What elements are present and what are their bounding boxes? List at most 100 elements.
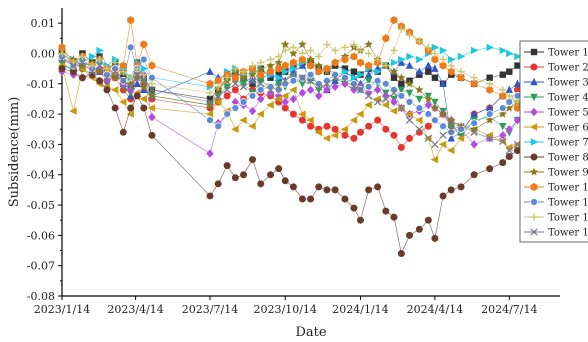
data-point	[470, 79, 478, 88]
data-point	[111, 68, 119, 76]
data-point	[356, 216, 364, 224]
data-point	[350, 74, 359, 82]
data-point	[282, 67, 290, 76]
data-point	[364, 49, 373, 58]
data-point	[499, 123, 507, 131]
data-point	[381, 79, 390, 88]
legend-label: Tower 13	[548, 228, 588, 239]
data-point	[364, 77, 373, 85]
data-point	[330, 131, 339, 140]
data-point	[424, 134, 433, 143]
data-point	[457, 73, 465, 82]
data-point	[415, 67, 424, 75]
data-point	[341, 67, 350, 76]
legend-marker	[530, 48, 538, 56]
data-point	[424, 61, 433, 69]
data-point	[374, 67, 382, 76]
data-point	[323, 186, 331, 194]
data-point	[424, 110, 433, 119]
data-point	[289, 58, 297, 67]
y-tick-label: 0.00	[31, 47, 56, 60]
series-10	[58, 16, 532, 119]
data-point	[306, 70, 315, 79]
series-8	[58, 65, 532, 258]
data-point	[323, 85, 331, 95]
data-point	[447, 115, 456, 124]
data-point	[119, 98, 127, 106]
data-point	[397, 25, 406, 33]
data-point	[340, 125, 349, 133]
data-point	[506, 68, 513, 75]
data-point	[431, 98, 439, 107]
data-point	[390, 46, 398, 55]
data-point	[470, 109, 478, 118]
legend-label: Tower 1	[548, 48, 588, 59]
data-point	[499, 137, 507, 146]
data-point	[381, 101, 390, 109]
data-point	[341, 195, 349, 203]
data-point	[289, 43, 298, 52]
data-point	[127, 83, 135, 91]
data-point	[431, 64, 439, 72]
legend-label: Tower 5	[548, 108, 588, 119]
data-point	[239, 80, 248, 88]
data-point	[485, 103, 494, 112]
data-point	[485, 80, 494, 88]
data-point	[231, 64, 240, 73]
data-point	[139, 95, 147, 103]
data-point	[248, 70, 257, 79]
data-point	[289, 110, 297, 118]
data-point	[373, 76, 382, 85]
data-point	[275, 165, 283, 173]
data-point	[331, 46, 339, 55]
data-point	[133, 92, 141, 100]
y-tick-label: -0.02	[27, 108, 55, 121]
data-point	[281, 39, 290, 48]
legend-label: Tower 7	[548, 138, 588, 149]
data-point	[447, 186, 455, 194]
data-point	[341, 43, 349, 52]
data-point	[257, 180, 265, 188]
data-point	[257, 58, 265, 67]
data-point	[148, 80, 156, 88]
data-point	[447, 134, 455, 142]
data-point	[389, 67, 399, 76]
data-point	[470, 46, 479, 55]
data-point	[424, 122, 432, 130]
data-point	[390, 213, 398, 221]
series-12	[58, 25, 532, 112]
data-point	[298, 55, 306, 64]
data-point	[281, 92, 289, 100]
data-point	[505, 103, 514, 112]
data-point	[267, 67, 274, 76]
data-point	[457, 67, 465, 76]
data-point	[405, 110, 413, 118]
data-point	[315, 83, 323, 91]
data-point	[223, 162, 231, 170]
data-point	[357, 70, 365, 79]
data-point	[110, 73, 120, 82]
legend-marker	[530, 63, 538, 71]
data-point	[438, 140, 447, 149]
data-point	[382, 125, 390, 133]
data-point	[350, 68, 358, 75]
data-point	[206, 67, 214, 75]
data-point	[214, 122, 223, 131]
data-point	[397, 73, 406, 82]
data-point	[69, 61, 78, 70]
data-point	[447, 125, 455, 133]
data-point	[127, 16, 135, 25]
data-point	[147, 104, 156, 112]
data-point	[447, 146, 455, 155]
data-point	[415, 37, 424, 46]
data-point	[223, 86, 231, 94]
data-point	[431, 55, 439, 64]
data-point	[88, 61, 96, 70]
data-point	[448, 55, 456, 64]
data-point	[58, 65, 66, 73]
data-point	[457, 132, 465, 140]
data-point	[231, 80, 240, 88]
data-point	[266, 86, 275, 94]
data-point	[405, 31, 414, 39]
data-point	[390, 58, 399, 67]
